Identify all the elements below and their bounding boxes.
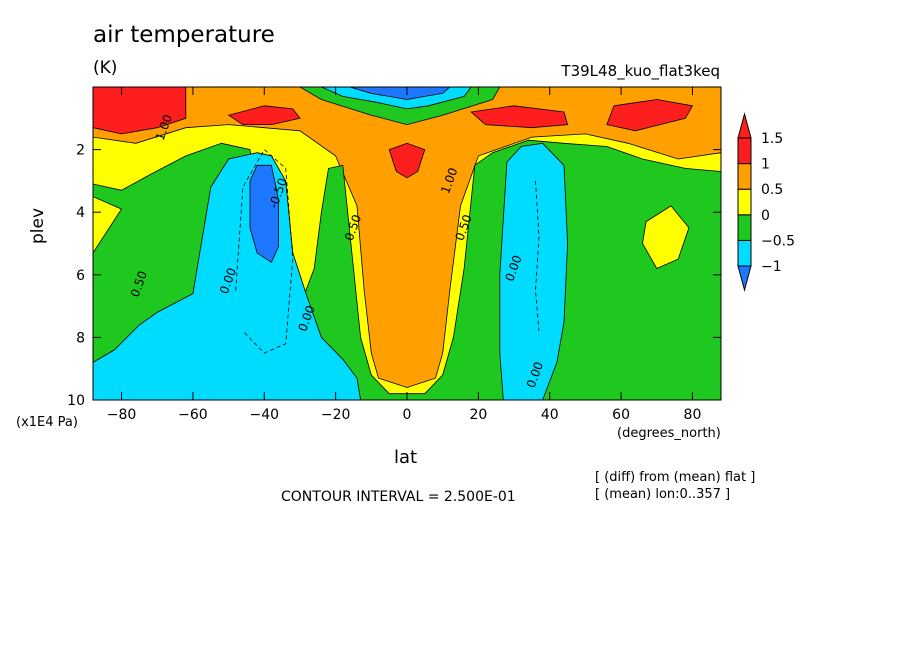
colorbar-bin-2 bbox=[737, 188, 752, 216]
colorbar-bin-1 bbox=[737, 214, 752, 241]
colorbar-over-arrow bbox=[737, 112, 752, 139]
experiment-id: T39L48_kuo_flat3keq bbox=[561, 62, 720, 80]
x-tick-label-8: 80 bbox=[684, 407, 702, 423]
chart-units: (K) bbox=[93, 58, 118, 78]
x-tick-label-0: −80 bbox=[107, 407, 137, 423]
y-tick-label-2: 6 bbox=[76, 268, 85, 284]
x-tick-label-2: −40 bbox=[249, 407, 279, 423]
contour-region-4 bbox=[642, 205, 690, 270]
colorbar-label-2: 0 bbox=[761, 208, 770, 224]
colorbar-label-1: −0.5 bbox=[761, 233, 795, 249]
colorbar-label-3: 0.5 bbox=[761, 182, 783, 198]
contour-region-9 bbox=[93, 87, 187, 135]
colorbar-bin-4 bbox=[737, 137, 752, 165]
colorbar: −1 −0.5 0 0.5 1 1.5 bbox=[737, 112, 795, 292]
dashed-contour-1 bbox=[535, 180, 540, 332]
x-axis-label: lat bbox=[394, 447, 418, 468]
colorbar-label-0: −1 bbox=[761, 259, 782, 275]
y-tick-label-0: 2 bbox=[76, 143, 85, 159]
x-tick-label-6: 40 bbox=[541, 407, 559, 423]
contour-region-7 bbox=[249, 164, 279, 263]
colorbar-label-4: 1 bbox=[761, 157, 770, 173]
x-tick-label-3: −20 bbox=[321, 407, 351, 423]
colorbar-label-5: 1.5 bbox=[761, 131, 783, 147]
contour-region-6 bbox=[499, 142, 569, 400]
contour-interval: CONTOUR INTERVAL = 2.500E-01 bbox=[281, 489, 516, 505]
dashed-contour-0 bbox=[235, 148, 294, 354]
colorbar-bin-3 bbox=[737, 163, 752, 190]
x-axis-unit: (degrees_north) bbox=[617, 426, 721, 441]
contour-fills bbox=[93, 87, 721, 400]
chart-title: air temperature bbox=[93, 22, 275, 48]
x-tick-label-5: 20 bbox=[469, 407, 487, 423]
contour-region-10 bbox=[227, 105, 301, 125]
mean-note: [ (mean) lon:0..357 ] bbox=[595, 487, 731, 502]
y-tick-label-4: 10 bbox=[67, 393, 85, 409]
contour-region-8 bbox=[388, 142, 426, 179]
contour-region-3 bbox=[93, 196, 123, 254]
colorbar-bin-0 bbox=[737, 239, 752, 267]
x-tick-label-4: 0 bbox=[403, 407, 412, 423]
contour-region-12 bbox=[606, 99, 694, 132]
x-tick-label-1: −60 bbox=[178, 407, 208, 423]
y-axis-unit: (x1E4 Pa) bbox=[16, 415, 78, 430]
contour-region-11 bbox=[470, 105, 569, 129]
y-tick-label-3: 8 bbox=[76, 330, 85, 346]
colorbar-under-arrow bbox=[737, 265, 752, 292]
contour-region-15 bbox=[349, 87, 451, 100]
x-tick-label-7: 60 bbox=[612, 407, 630, 423]
contour-region-5 bbox=[93, 152, 362, 400]
x-axis: −80 −60 −40 −20 0 20 40 60 80 bbox=[107, 87, 702, 423]
y-tick-label-1: 4 bbox=[76, 205, 85, 221]
y-axis: 2 4 6 8 10 bbox=[67, 143, 721, 409]
diff-note: [ (diff) from (mean) flat ] bbox=[595, 470, 756, 485]
